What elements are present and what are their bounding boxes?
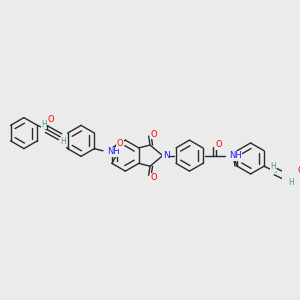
Text: O: O: [298, 166, 300, 175]
Text: H: H: [288, 178, 294, 187]
Text: H: H: [41, 120, 47, 129]
Text: H: H: [60, 137, 66, 146]
Text: N: N: [163, 151, 170, 160]
Text: O: O: [215, 140, 222, 149]
Text: O: O: [150, 173, 157, 182]
Text: O: O: [150, 130, 157, 139]
Text: NH: NH: [107, 147, 120, 156]
Text: O: O: [48, 115, 54, 124]
Text: NH: NH: [229, 151, 242, 160]
Text: H: H: [270, 162, 276, 171]
Text: O: O: [117, 139, 123, 148]
